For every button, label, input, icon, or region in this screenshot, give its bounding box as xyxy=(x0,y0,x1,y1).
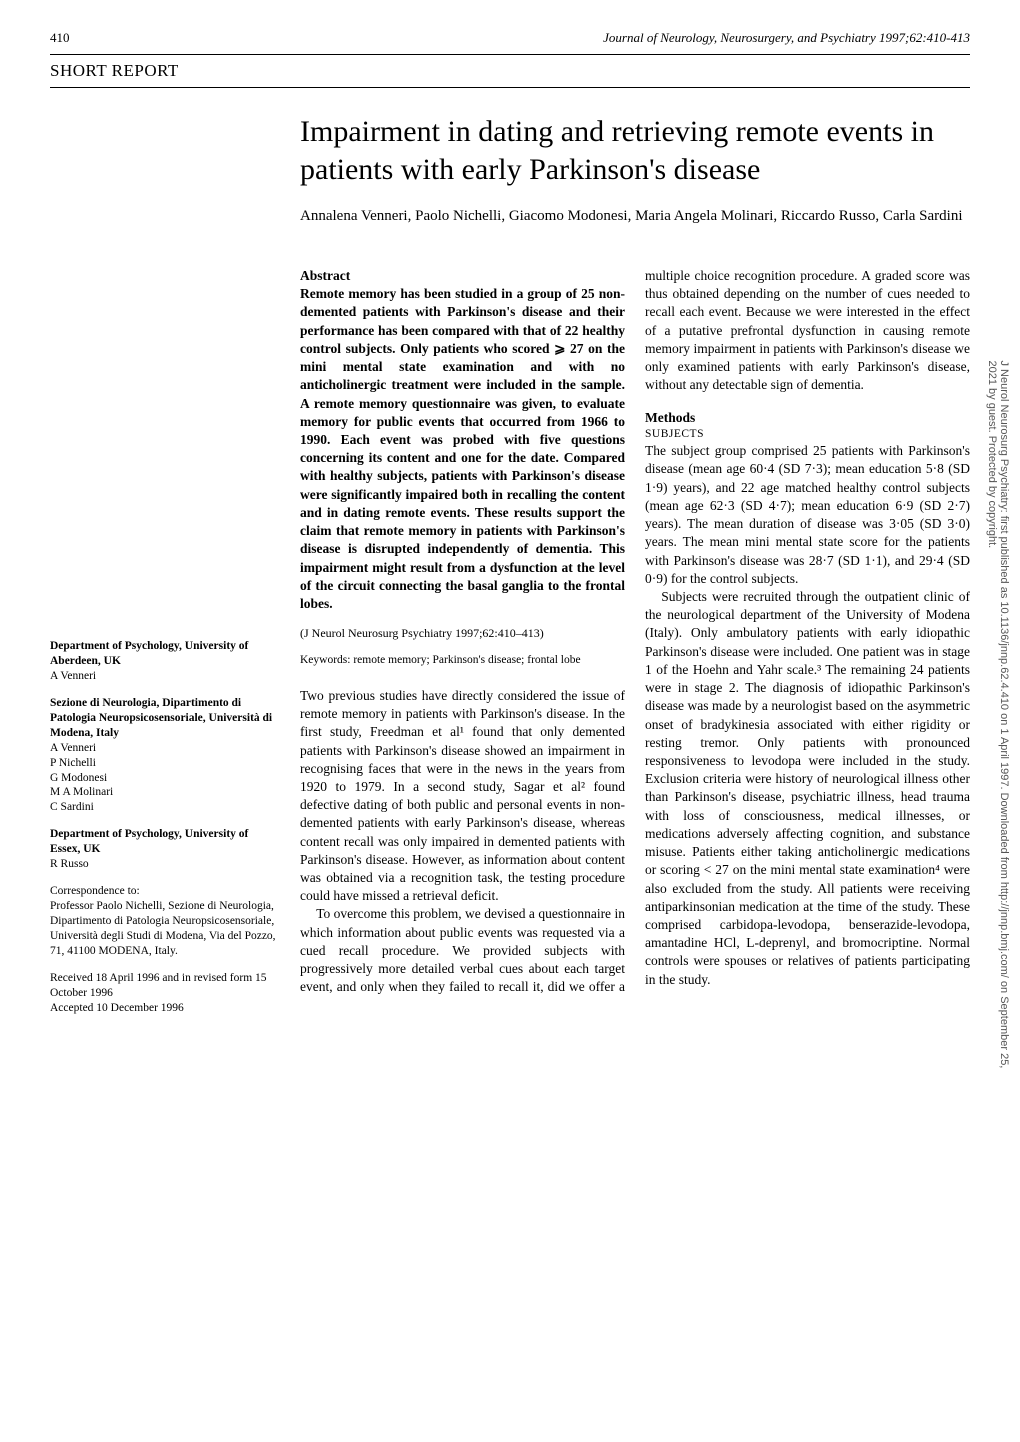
affiliation-3-names: R Russo xyxy=(50,857,280,872)
inline-citation: (J Neurol Neurosurg Psychiatry 1997;62:4… xyxy=(300,625,625,641)
sidebar: Department of Psychology, University of … xyxy=(50,267,280,1016)
rule-top xyxy=(50,54,970,55)
affiliation-1-names: A Venneri xyxy=(50,669,280,684)
keywords: Keywords: remote memory; Parkinson's dis… xyxy=(300,653,625,669)
short-report-label: SHORT REPORT xyxy=(50,61,970,81)
intro-p1: Two previous studies have directly consi… xyxy=(300,687,625,906)
affiliation-2-names: A Venneri P Nichelli G Modonesi M A Moli… xyxy=(50,741,280,816)
methods-p2: Subjects were recruited through the outp… xyxy=(645,588,970,989)
methods-heading: Methods xyxy=(645,409,970,427)
abstract-heading: Abstract xyxy=(300,267,625,285)
article-title: Impairment in dating and retrieving remo… xyxy=(300,113,970,188)
methods-p1: The subject group comprised 25 patients … xyxy=(645,442,970,588)
article-body: Abstract Remote memory has been studied … xyxy=(300,267,970,1016)
content-row: Department of Psychology, University of … xyxy=(50,267,970,1016)
affiliation-1-head: Department of Psychology, University of … xyxy=(50,639,280,669)
page-number: 410 xyxy=(50,30,70,46)
rule-under-short xyxy=(50,87,970,88)
author-list: Annalena Venneri, Paolo Nichelli, Giacom… xyxy=(300,206,970,227)
affiliation-2-head: Sezione di Neurologia, Dipartimento di P… xyxy=(50,696,280,741)
received-dates: Received 18 April 1996 and in revised fo… xyxy=(50,971,280,1016)
subjects-subheading: SUBJECTS xyxy=(645,427,970,443)
correspondence: Correspondence to: Professor Paolo Niche… xyxy=(50,884,280,959)
watermark-text: J Neurol Neurosurg Psychiatry: first pub… xyxy=(986,361,1010,1082)
abstract-body: Remote memory has been studied in a grou… xyxy=(300,285,625,613)
affiliation-3-head: Department of Psychology, University of … xyxy=(50,827,280,857)
header-row: 410 Journal of Neurology, Neurosurgery, … xyxy=(50,30,970,46)
journal-citation: Journal of Neurology, Neurosurgery, and … xyxy=(603,30,970,46)
